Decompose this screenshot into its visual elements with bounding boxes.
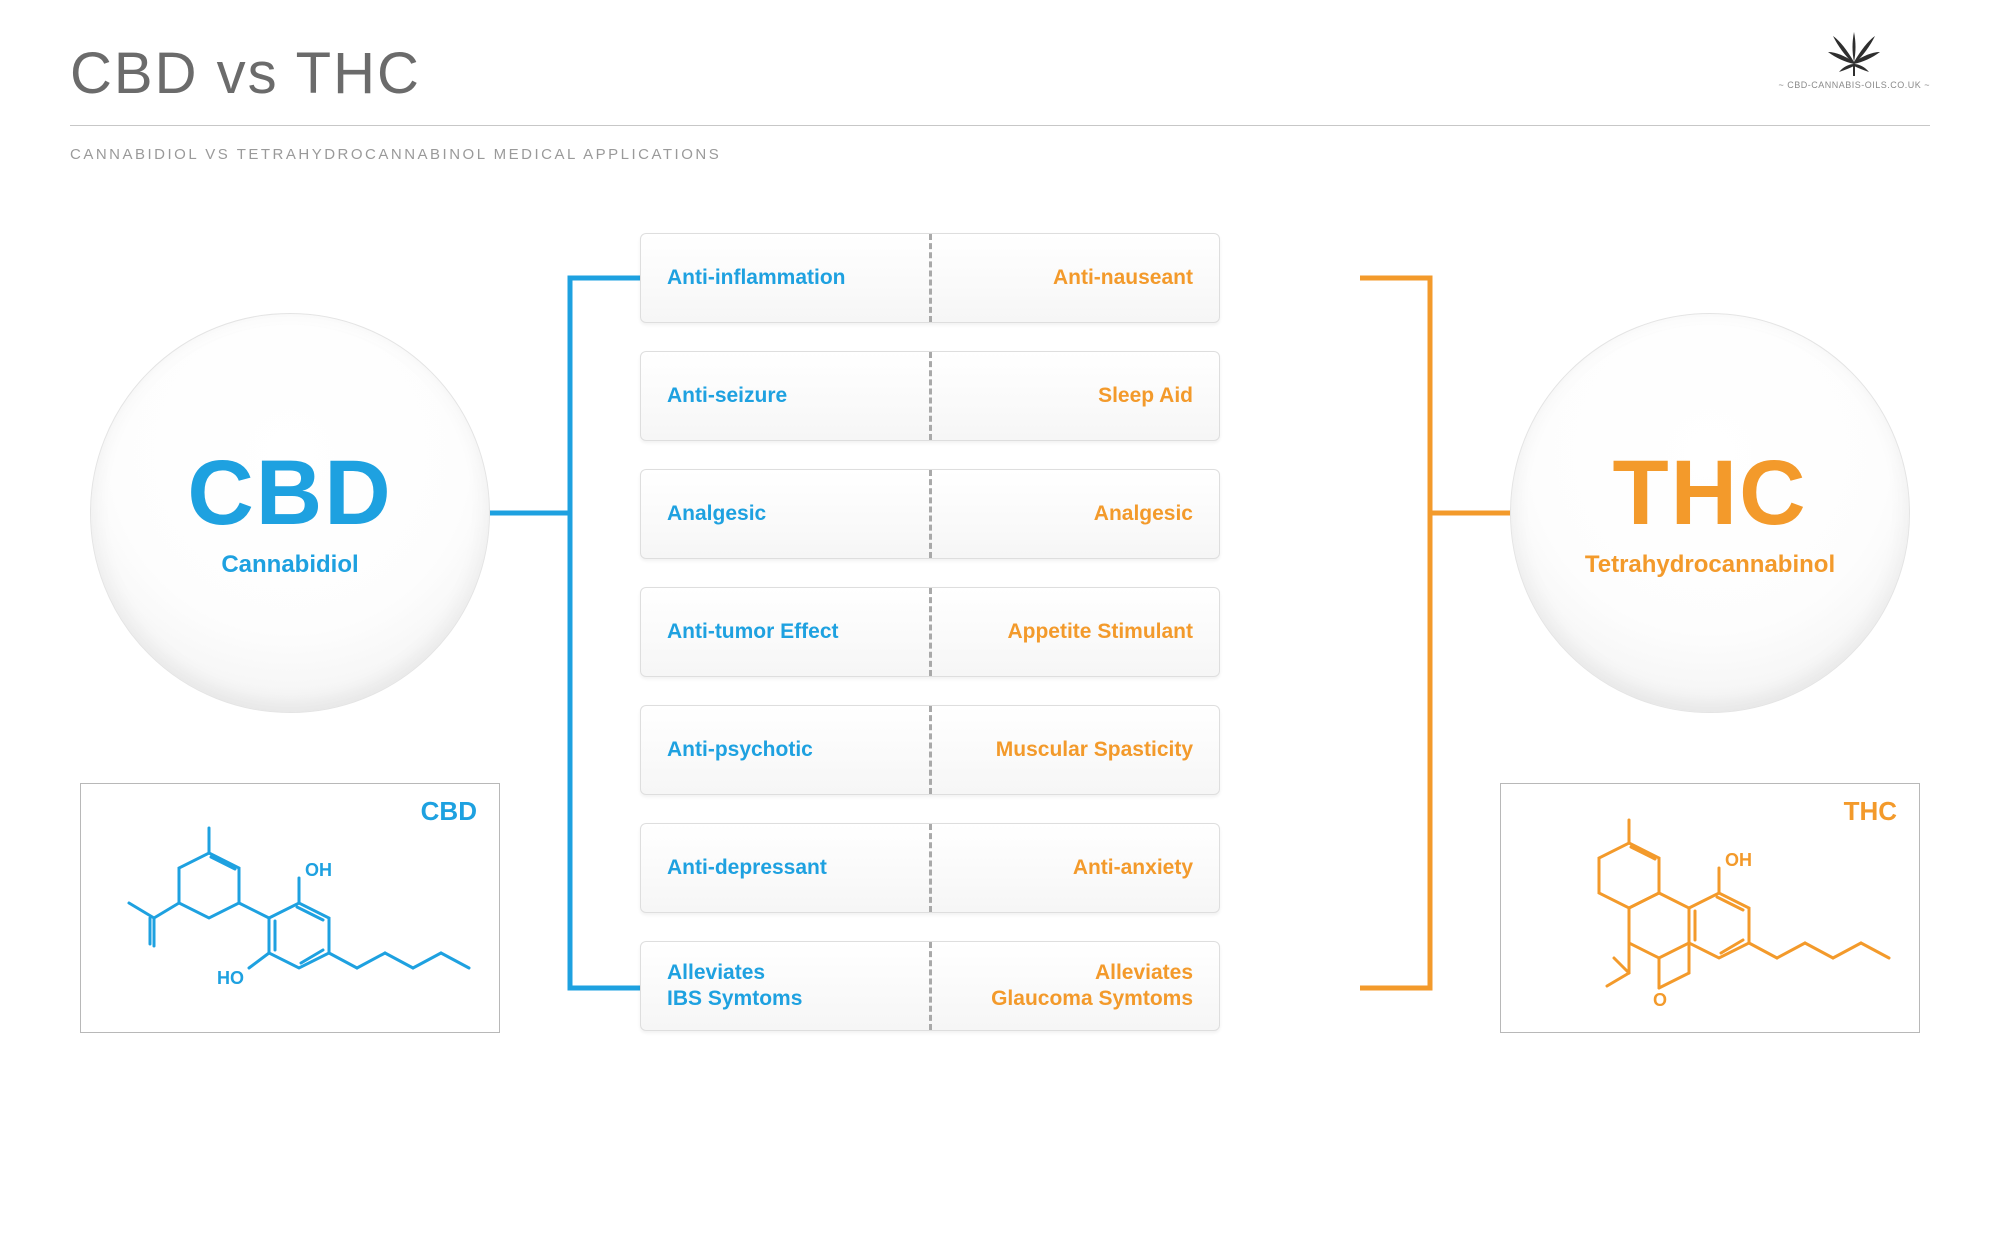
thc-circle: THC Tetrahydrocannabinol: [1510, 313, 1910, 713]
cbd-effect: AlleviatesIBS Symtoms: [641, 942, 932, 1030]
cbd-effect: Anti-seizure: [641, 352, 932, 440]
thc-molecule-icon: OH O: [1519, 798, 1899, 1018]
cbd-abbr: CBD: [187, 447, 392, 539]
page-subtitle: CANNABIDIOL VS TETRAHYDROCANNABINOL MEDI…: [0, 126, 2000, 163]
thc-effect: Sleep Aid: [932, 352, 1220, 440]
thc-effect: Anti-anxiety: [932, 824, 1220, 912]
brand-logo-text: ~ CBD-CANNABIS-OILS.CO.UK ~: [1778, 80, 1930, 90]
thc-effect: Anti-nauseant: [932, 234, 1220, 322]
cbd-molecule-icon: OH HO: [99, 798, 479, 1018]
svg-text:O: O: [1653, 990, 1667, 1010]
thc-effect: Analgesic: [932, 470, 1220, 558]
cannabis-leaf-icon: [1827, 30, 1881, 78]
comparison-table: Anti-inflammation Anti-nauseant Anti-sei…: [640, 233, 1220, 1031]
thc-molecule-box: THC: [1500, 783, 1920, 1033]
brand-logo: ~ CBD-CANNABIS-OILS.CO.UK ~: [1778, 30, 1930, 90]
cbd-molecule-label: CBD: [421, 796, 477, 827]
thc-abbr: THC: [1612, 447, 1807, 539]
cbd-effect: Anti-inflammation: [641, 234, 932, 322]
cbd-molecule-box: CBD: [80, 783, 500, 1033]
table-row: AlleviatesIBS Symtoms AlleviatesGlaucoma…: [640, 941, 1220, 1031]
table-row: Anti-tumor Effect Appetite Stimulant: [640, 587, 1220, 677]
svg-text:OH: OH: [305, 860, 332, 880]
thc-effect: Muscular Spasticity: [932, 706, 1220, 794]
cbd-effect: Analgesic: [641, 470, 932, 558]
cbd-circle: CBD Cannabidiol: [90, 313, 490, 713]
thc-molecule-label: THC: [1844, 796, 1897, 827]
infographic-body: CBD Cannabidiol THC Tetrahydrocannabinol…: [0, 223, 2000, 1183]
thc-effect: Appetite Stimulant: [932, 588, 1220, 676]
cbd-effect: Anti-depressant: [641, 824, 932, 912]
table-row: Anti-psychotic Muscular Spasticity: [640, 705, 1220, 795]
thc-bracket: [1360, 233, 1510, 1033]
table-row: Analgesic Analgesic: [640, 469, 1220, 559]
cbd-bracket: [490, 233, 640, 1033]
cbd-effect: Anti-psychotic: [641, 706, 932, 794]
page-title: CBD vs THC: [70, 40, 1930, 107]
cbd-effect: Anti-tumor Effect: [641, 588, 932, 676]
table-row: Anti-seizure Sleep Aid: [640, 351, 1220, 441]
thc-effect: AlleviatesGlaucoma Symtoms: [932, 942, 1220, 1030]
cbd-fullname: Cannabidiol: [221, 551, 358, 579]
svg-text:HO: HO: [217, 968, 244, 988]
thc-fullname: Tetrahydrocannabinol: [1585, 551, 1835, 579]
table-row: Anti-depressant Anti-anxiety: [640, 823, 1220, 913]
svg-text:OH: OH: [1725, 850, 1752, 870]
table-row: Anti-inflammation Anti-nauseant: [640, 233, 1220, 323]
header: CBD vs THC: [0, 0, 2000, 107]
